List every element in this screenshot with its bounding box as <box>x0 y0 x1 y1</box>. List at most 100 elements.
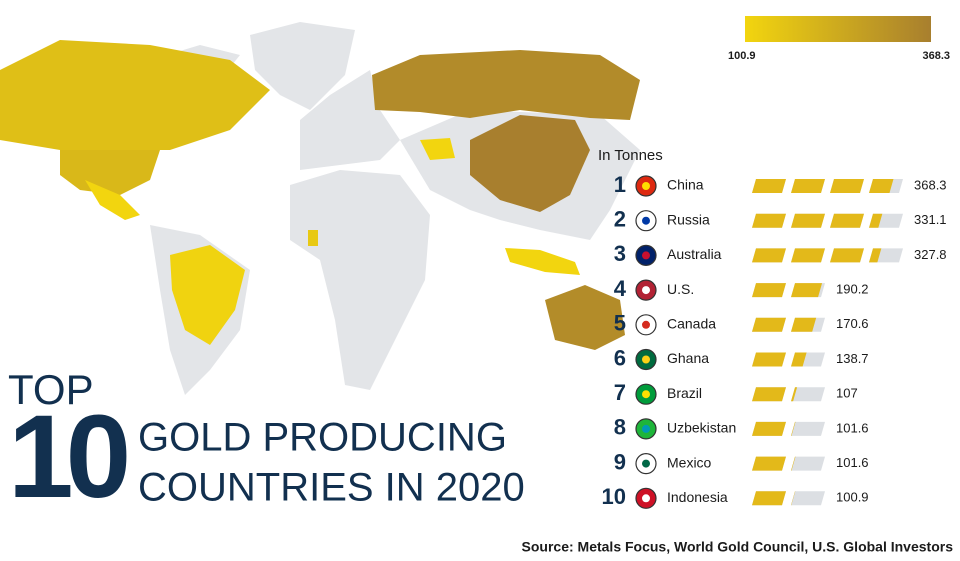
bar-gold <box>869 179 894 193</box>
bar-gold <box>791 179 825 193</box>
value: 107 <box>836 386 858 401</box>
country-region <box>170 245 245 345</box>
rank: 4 <box>614 276 627 301</box>
flag-detail <box>642 216 650 225</box>
title-top: TOP <box>8 366 94 413</box>
value: 100.9 <box>836 490 869 505</box>
bar-gold <box>752 213 786 228</box>
country-name: China <box>667 177 704 193</box>
country-region <box>372 50 640 120</box>
country-region <box>470 115 590 212</box>
rank: 6 <box>614 345 626 370</box>
bar-gold <box>869 248 882 263</box>
country-name: Indonesia <box>667 489 728 505</box>
value: 331.1 <box>914 212 947 227</box>
flag-detail <box>642 320 650 329</box>
bar-gold <box>752 179 786 193</box>
gold-bars <box>752 213 903 228</box>
flag-detail <box>642 459 650 468</box>
bar-gold <box>791 283 823 298</box>
gold-bars <box>752 491 825 506</box>
gold-bars <box>752 352 825 367</box>
value: 327.8 <box>914 247 947 262</box>
gold-bars <box>752 283 825 298</box>
bar-empty <box>791 387 825 402</box>
value: 368.3 <box>914 177 947 192</box>
legend-min: 100.9 <box>728 50 756 62</box>
country-name: Brazil <box>667 385 702 401</box>
country-name: Uzbekistan <box>667 420 736 436</box>
rank: 9 <box>614 449 626 474</box>
value: 190.2 <box>836 282 869 297</box>
rank: 1 <box>614 172 626 197</box>
bar-gold <box>752 456 786 471</box>
bar-empty <box>791 421 825 436</box>
bar-gold <box>830 248 864 263</box>
value: 101.6 <box>836 455 869 470</box>
bar-gold <box>752 317 786 332</box>
bar-empty <box>791 491 825 506</box>
rank: 10 <box>602 484 626 509</box>
bar-gold <box>752 283 786 298</box>
title-number: 10 <box>8 391 127 523</box>
bar-gold <box>791 491 796 506</box>
source: Source: Metals Focus, World Gold Council… <box>522 539 954 555</box>
bar-empty <box>791 456 825 471</box>
value: 101.6 <box>836 420 869 435</box>
country-region <box>308 230 318 246</box>
bar-gold <box>791 352 807 367</box>
country-name: Russia <box>667 211 710 227</box>
unit-label: In Tonnes <box>598 147 663 164</box>
country-name: Australia <box>667 246 722 262</box>
flag-detail <box>642 251 650 260</box>
value: 138.7 <box>836 351 869 366</box>
country-region <box>545 285 625 350</box>
country-region <box>0 40 270 150</box>
country-name: Canada <box>667 316 716 332</box>
producer-regions <box>0 40 640 350</box>
value: 170.6 <box>836 316 869 331</box>
rank: 8 <box>614 415 626 440</box>
gold-bars <box>752 179 903 193</box>
gold-bars <box>752 456 825 471</box>
bar-gold <box>830 179 864 193</box>
country-region <box>505 248 580 275</box>
bar-gold <box>752 387 786 402</box>
bar-gold <box>830 213 864 228</box>
bar-gold <box>791 387 798 402</box>
flag-detail <box>642 424 650 433</box>
gold-bars <box>752 248 903 263</box>
flag-detail <box>642 182 650 190</box>
country-region <box>60 150 160 195</box>
title-line1: GOLD PRODUCING <box>138 416 507 460</box>
bar-gold <box>791 421 796 436</box>
flag-detail <box>642 355 650 364</box>
country-region <box>85 180 140 220</box>
rank: 3 <box>614 241 626 266</box>
bar-gold <box>791 248 825 263</box>
bar-gold <box>752 352 786 367</box>
country-name: U.S. <box>667 281 694 297</box>
bar-gold <box>752 491 786 506</box>
bar-gold <box>869 213 883 228</box>
gold-bars <box>752 421 825 436</box>
rank: 7 <box>614 380 626 405</box>
legend-max: 368.3 <box>922 50 950 62</box>
ranking-list: 1 China 368.3 2 Russia 331.1 3 Australia 327.8 4 U… <box>602 172 947 509</box>
bar-gold <box>791 456 796 471</box>
flag-detail <box>642 286 650 295</box>
bar-gold <box>791 317 817 332</box>
flag-detail <box>642 390 650 399</box>
legend-gradient <box>745 16 931 42</box>
title-line2: COUNTRIES IN 2020 <box>138 466 525 510</box>
gold-bars <box>752 317 825 332</box>
rank: 2 <box>614 207 626 232</box>
country-name: Ghana <box>667 350 709 366</box>
gold-bars <box>752 387 825 402</box>
country-region <box>420 138 455 160</box>
bar-gold <box>752 421 786 436</box>
bar-gold <box>791 213 825 228</box>
flag-detail <box>642 494 650 503</box>
country-name: Mexico <box>667 454 712 470</box>
